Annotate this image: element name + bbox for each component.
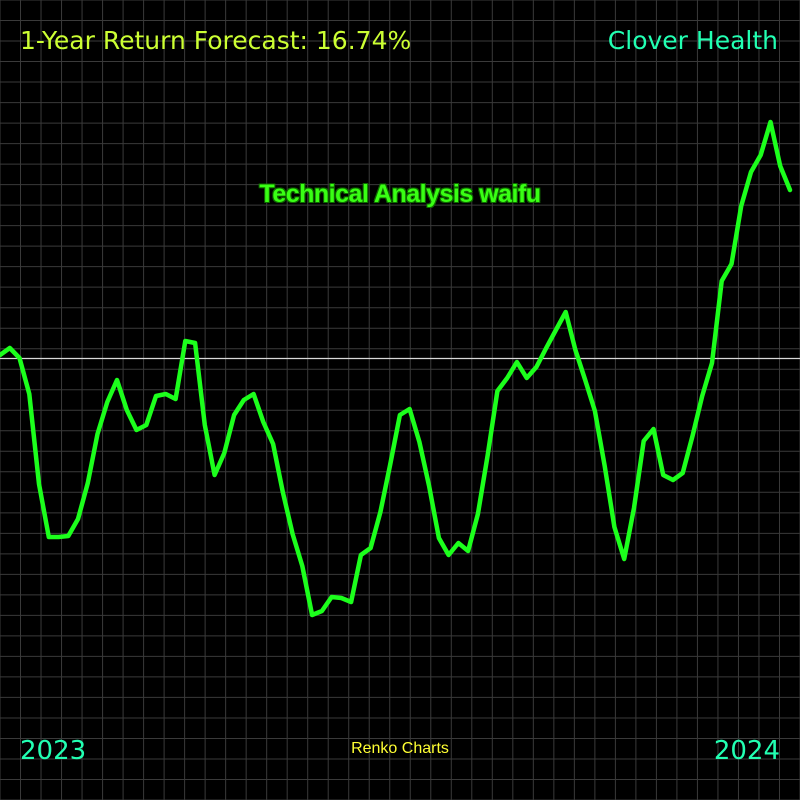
price-series-line xyxy=(0,119,793,618)
x-label-start: 2023 xyxy=(20,736,87,766)
source-label: Renko Charts xyxy=(351,740,449,757)
x-label-end: 2024 xyxy=(713,736,780,766)
watermark-text: Technical Analysis waifu xyxy=(259,180,541,208)
ticker-name: Clover Health xyxy=(607,26,778,55)
forecast-title: 1-Year Return Forecast: 16.74% xyxy=(20,26,412,55)
